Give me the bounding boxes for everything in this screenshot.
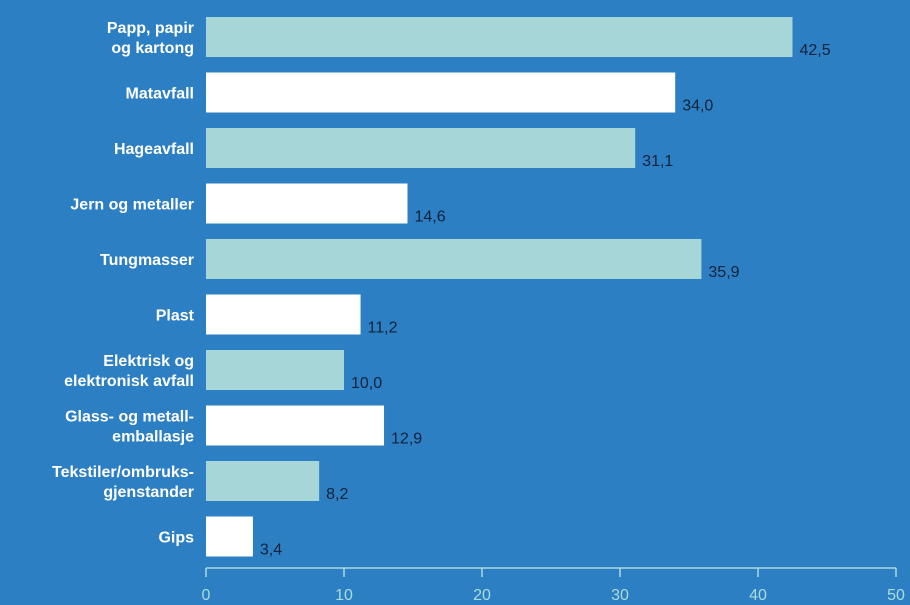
category-label: Gips [158, 530, 194, 547]
category-label: Plast [156, 308, 195, 325]
category-label: Jern og metaller [70, 197, 194, 214]
value-label: 31,1 [642, 153, 673, 170]
bar [206, 516, 253, 557]
bar [206, 183, 408, 224]
value-label: 35,9 [708, 264, 739, 281]
bar [206, 239, 702, 279]
bar [206, 17, 793, 57]
bar [206, 405, 385, 446]
category-label: Glass- og metall-emballasje [65, 409, 194, 446]
x-tick-label: 10 [335, 587, 353, 604]
value-label: 14,6 [414, 209, 445, 226]
value-label: 42,5 [800, 42, 831, 59]
x-tick-label: 30 [611, 587, 629, 604]
bar [206, 72, 676, 113]
category-label: Papp, papir og kartong [107, 20, 194, 57]
value-label: 34,0 [682, 98, 713, 115]
category-label: Tekstiler/ombruks-gjenstander [52, 464, 194, 501]
value-label: 10,0 [351, 375, 382, 392]
x-tick-label: 0 [202, 587, 211, 604]
bar [206, 350, 344, 390]
value-label: 12,9 [391, 431, 422, 448]
x-tick-label: 40 [749, 587, 767, 604]
x-tick-label: 20 [473, 587, 491, 604]
value-label: 8,2 [326, 486, 348, 503]
category-label: Matavfall [126, 86, 194, 103]
bar [206, 294, 361, 335]
x-tick-label: 50 [887, 587, 905, 604]
value-label: 3,4 [260, 542, 282, 559]
category-label: Hageavfall [114, 141, 194, 158]
bar [206, 461, 320, 501]
category-label: Elektrisk og elektronisk avfall [64, 353, 194, 390]
category-label: Tungmasser [100, 252, 194, 269]
bar [206, 128, 636, 168]
value-label: 11,2 [368, 320, 398, 337]
